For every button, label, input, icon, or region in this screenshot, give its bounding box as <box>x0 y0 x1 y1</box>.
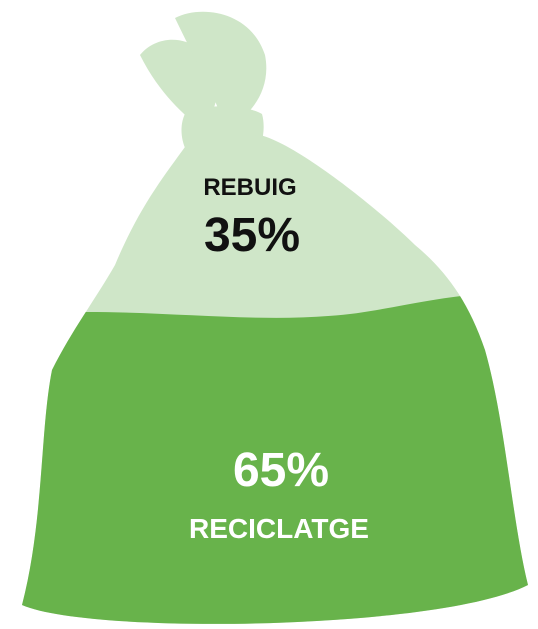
label-reciclatge-name: RECICLATGE <box>189 513 369 544</box>
label-reciclatge-value: 65% <box>233 444 329 497</box>
label-rebuig-value: 35% <box>204 209 300 262</box>
bag-knot <box>140 11 267 152</box>
segment-reciclatge <box>22 289 528 624</box>
bag-knot-right-tie <box>175 11 267 129</box>
label-rebuig-name: REBUIG <box>203 174 296 201</box>
